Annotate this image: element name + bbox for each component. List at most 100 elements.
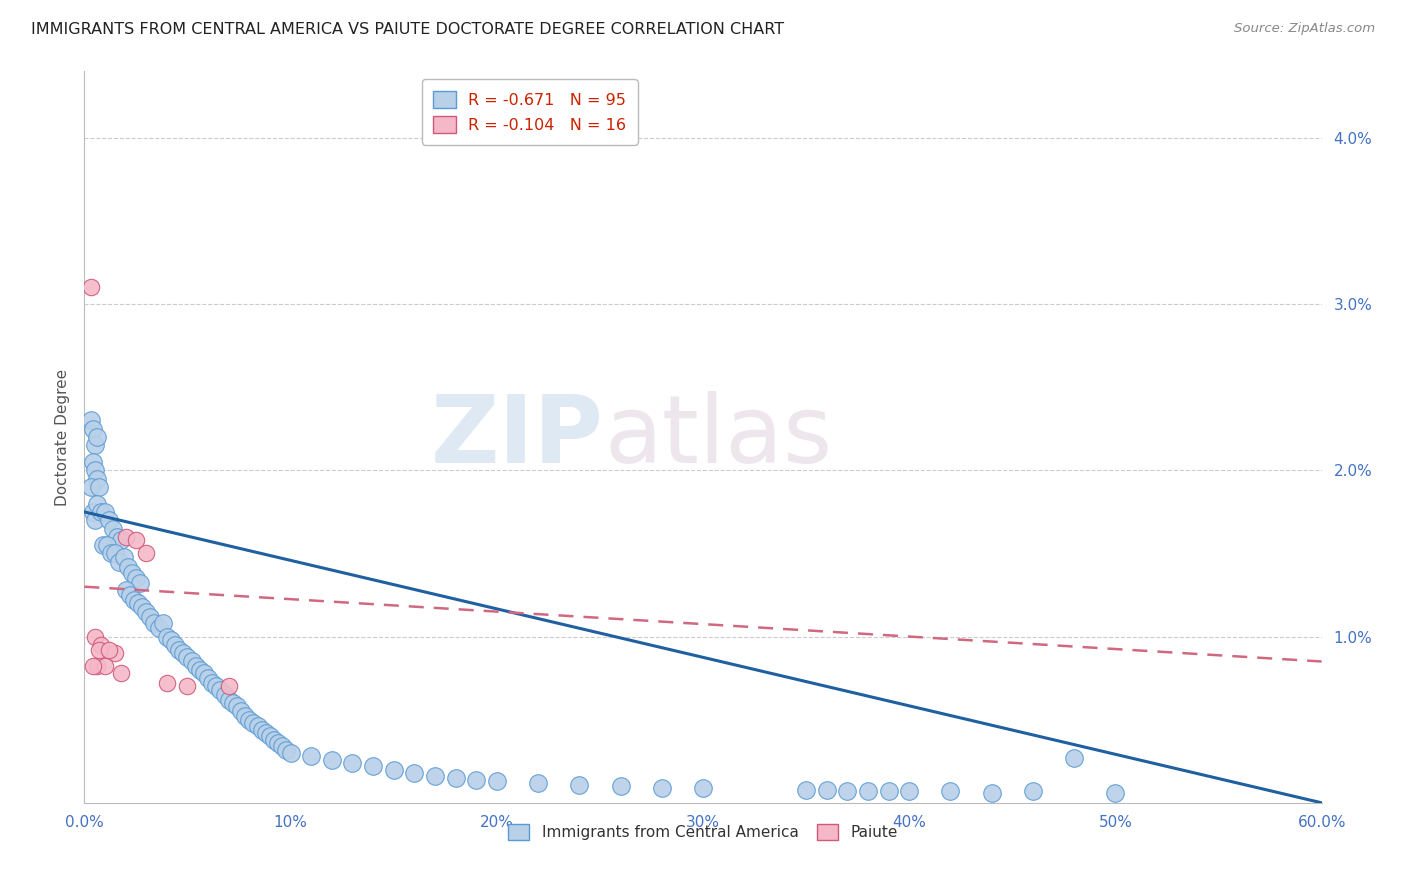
Point [209,682,232,697]
Point [114,530,136,544]
Point [112,549,135,564]
Point [184,659,207,673]
Point [321,753,343,767]
Point [86,659,108,673]
Point [465,772,488,787]
Point [79,480,101,494]
Point [856,784,879,798]
Point [121,566,143,581]
Point [259,729,281,743]
Point [609,779,631,793]
Point [1104,786,1126,800]
Point [125,533,148,548]
Point [188,663,211,677]
Point [444,771,467,785]
Point [794,782,817,797]
Point [267,736,290,750]
Point [82,422,104,436]
Point [139,609,162,624]
Point [83,630,105,644]
Point [898,784,921,798]
Point [98,643,121,657]
Point [87,643,110,657]
Point [1022,784,1045,798]
Point [167,643,190,657]
Point [250,723,273,737]
Point [90,505,112,519]
Point [485,774,508,789]
Point [176,649,198,664]
Point [87,480,110,494]
Point [117,559,139,574]
Point [527,776,550,790]
Point [143,616,166,631]
Point [148,621,170,635]
Point [271,739,294,754]
Y-axis label: Doctorate Degree: Doctorate Degree [55,368,70,506]
Point [218,692,240,706]
Point [86,430,108,444]
Point [83,438,105,452]
Point [193,666,215,681]
Point [152,616,174,631]
Point [104,546,127,560]
Point [299,749,322,764]
Point [263,732,285,747]
Point [86,497,108,511]
Point [91,538,114,552]
Point [238,713,260,727]
Point [568,778,591,792]
Point [83,463,105,477]
Point [122,593,145,607]
Point [79,280,101,294]
Point [156,676,179,690]
Point [98,513,121,527]
Point [125,571,148,585]
Point [201,676,224,690]
Point [135,546,157,560]
Point [79,413,101,427]
Point [86,472,108,486]
Point [160,632,183,647]
Point [82,455,104,469]
Point [108,555,131,569]
Point [939,784,962,798]
Point [83,513,105,527]
Point [118,588,141,602]
Point [342,756,364,770]
Point [361,759,384,773]
Point [110,666,132,681]
Point [423,769,446,783]
Text: IMMIGRANTS FROM CENTRAL AMERICA VS PAIUTE DOCTORATE DEGREE CORRELATION CHART: IMMIGRANTS FROM CENTRAL AMERICA VS PAIUT… [31,22,785,37]
Point [280,746,302,760]
Point [156,630,179,644]
Point [100,546,122,560]
Point [382,763,405,777]
Point [226,699,249,714]
Point [877,784,900,798]
Text: ZIP: ZIP [432,391,605,483]
Point [129,576,152,591]
Text: atlas: atlas [605,391,832,483]
Point [218,680,240,694]
Point [104,646,127,660]
Point [214,688,236,702]
Point [82,505,104,519]
Point [980,786,1002,800]
Point [94,659,117,673]
Point [82,659,104,673]
Point [837,784,859,798]
Point [96,538,118,552]
Point [135,605,157,619]
Point [205,680,228,694]
Point [229,705,252,719]
Point [131,599,153,614]
Point [90,638,112,652]
Point [233,709,256,723]
Point [114,582,136,597]
Point [105,530,128,544]
Point [110,533,132,548]
Point [692,780,714,795]
Point [1063,751,1085,765]
Point [197,671,219,685]
